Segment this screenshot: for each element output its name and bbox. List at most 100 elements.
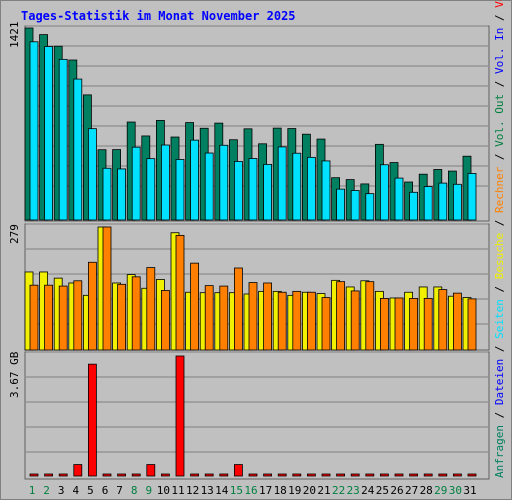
bar-rechner-9 (146, 267, 156, 351)
x-tick-18: 18 (274, 484, 287, 497)
bar-volumen-4 (73, 464, 83, 477)
bar-dateien-3 (58, 58, 68, 221)
bar-rechner-13 (204, 285, 214, 351)
ymax-label-top: 1421 (8, 22, 21, 49)
bar-volumen-18 (277, 473, 287, 477)
bar-rechner-10 (160, 290, 170, 351)
x-tick-17: 17 (259, 484, 272, 497)
bar-volumen-30 (452, 473, 462, 477)
bar-dateien-29 (438, 182, 448, 221)
bar-volumen-17 (263, 473, 273, 477)
bar-rechner-25 (379, 298, 389, 351)
bar-volumen-26 (394, 473, 404, 477)
bar-rechner-1 (29, 284, 39, 351)
x-tick-23: 23 (347, 484, 360, 497)
bar-dateien-28 (423, 186, 433, 221)
legend-entry: Rechner (493, 166, 506, 213)
bar-rechner-14 (219, 285, 229, 351)
x-tick-10: 10 (157, 484, 170, 497)
bar-dateien-30 (452, 183, 462, 221)
legend-separator: / (493, 74, 506, 94)
x-tick-1: 1 (29, 484, 36, 497)
x-tick-11: 11 (171, 484, 184, 497)
legend-separator: / (493, 213, 506, 233)
bar-volumen-21 (321, 473, 331, 477)
bar-rechner-23 (350, 290, 360, 351)
x-tick-6: 6 (102, 484, 109, 497)
x-tick-3: 3 (58, 484, 65, 497)
bar-rechner-5 (88, 261, 97, 351)
bar-rechner-27 (409, 298, 419, 351)
bar-volumen-2 (44, 473, 53, 477)
bar-rechner-24 (365, 281, 375, 351)
bar-volumen-15 (233, 464, 243, 477)
bar-volumen-27 (409, 473, 419, 477)
legend-entry: Besuche (493, 233, 506, 279)
bar-volumen-3 (58, 473, 68, 477)
bar-volumen-14 (219, 473, 229, 477)
ymax-label-middle: 279 (8, 224, 21, 244)
bar-dateien-27 (409, 191, 419, 221)
x-tick-12: 12 (186, 484, 199, 497)
legend-separator: / (493, 339, 506, 359)
x-tick-26: 26 (390, 484, 403, 497)
x-tick-5: 5 (87, 484, 94, 497)
bar-dateien-8 (131, 146, 141, 221)
legend-entry: Vol. Out (493, 94, 506, 147)
bar-dateien-15 (233, 161, 243, 221)
x-tick-21: 21 (317, 484, 330, 497)
x-tick-29: 29 (434, 484, 447, 497)
bar-rechner-28 (423, 298, 433, 351)
bar-dateien-13 (204, 152, 214, 221)
legend-separator: / (493, 147, 506, 167)
bar-dateien-26 (394, 177, 404, 221)
bar-rechner-17 (263, 282, 273, 351)
bar-rechner-21 (321, 297, 331, 351)
bar-volumen-25 (379, 473, 389, 477)
bar-dateien-5 (88, 128, 97, 221)
bar-volumen-16 (248, 473, 258, 477)
bar-rechner-8 (131, 276, 141, 351)
bar-rechner-30 (452, 292, 462, 351)
bar-rechner-20 (306, 291, 316, 351)
x-tick-9: 9 (145, 484, 152, 497)
bar-dateien-24 (365, 193, 375, 221)
bar-dateien-7 (117, 168, 126, 221)
bar-rechner-22 (336, 281, 346, 351)
legend-separator: / (493, 405, 506, 425)
bar-volumen-19 (292, 473, 302, 477)
bar-volumen-13 (204, 473, 214, 477)
bar-volumen-20 (306, 473, 316, 477)
bar-dateien-14 (219, 144, 229, 221)
bar-rechner-26 (394, 297, 404, 351)
bar-dateien-16 (248, 158, 258, 221)
bar-rechner-16 (248, 282, 258, 351)
x-tick-30: 30 (449, 484, 462, 497)
bar-dateien-9 (146, 158, 156, 221)
x-tick-28: 28 (420, 484, 433, 497)
bar-rechner-12 (190, 262, 200, 351)
bar-rechner-19 (292, 290, 302, 351)
x-tick-25: 25 (376, 484, 389, 497)
bar-dateien-23 (350, 190, 360, 221)
bar-dateien-19 (292, 152, 302, 221)
x-tick-19: 19 (288, 484, 301, 497)
bar-dateien-2 (44, 46, 53, 221)
bar-volumen-7 (117, 473, 126, 477)
bar-dateien-31 (467, 173, 477, 221)
bar-volumen-29 (438, 473, 448, 477)
bar-dateien-11 (175, 159, 185, 221)
x-tick-7: 7 (116, 484, 123, 497)
legend-entry: Dateien (493, 359, 506, 405)
bar-dateien-17 (263, 163, 273, 221)
bar-volumen-28 (423, 473, 433, 477)
chart-title: Tages-Statistik im Monat November 2025 (21, 9, 296, 23)
bar-volumen-12 (190, 473, 200, 477)
x-tick-2: 2 (43, 484, 50, 497)
bar-volumen-1 (29, 473, 39, 477)
bar-rechner-29 (438, 289, 448, 351)
bar-rechner-18 (277, 291, 287, 351)
bar-dateien-10 (160, 144, 170, 221)
